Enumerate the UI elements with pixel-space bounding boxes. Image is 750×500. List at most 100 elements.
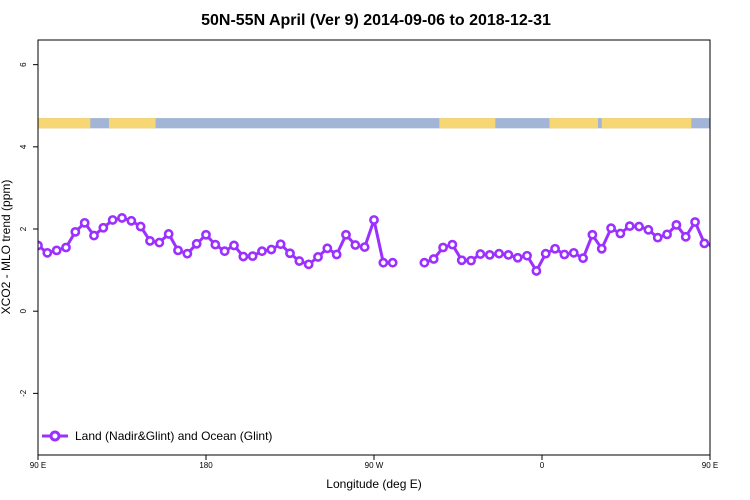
chart-title: 50N-55N April (Ver 9) 2014-09-06 to 2018… [201, 12, 551, 29]
data-point [540, 248, 551, 259]
data-point [238, 251, 249, 262]
data-point [135, 221, 146, 232]
x-tick-label: 0 [540, 461, 545, 470]
data-point [606, 223, 616, 234]
data-point [568, 247, 579, 258]
data-point [387, 257, 398, 268]
data-point [662, 229, 672, 240]
data-point [61, 242, 71, 253]
data-point [428, 254, 439, 264]
data-point [456, 255, 467, 266]
y-tick-label: 2 [19, 226, 28, 231]
data-point [303, 259, 314, 270]
legend-label: Land (Nadir&Glint) and Ocean (Glint) [75, 429, 272, 443]
data-point [89, 230, 99, 241]
data-point [98, 222, 109, 233]
data-point [42, 247, 53, 258]
data-point [275, 239, 286, 250]
data-point [117, 213, 127, 223]
data-point [680, 231, 691, 242]
data-point [173, 245, 183, 256]
data-point [419, 257, 430, 268]
data-point [578, 253, 588, 264]
data-point [107, 215, 118, 225]
data-point [378, 257, 389, 268]
data-point [331, 249, 342, 260]
data-point [210, 239, 221, 250]
data-point [550, 243, 560, 254]
data-point [729, 246, 736, 253]
data-point [219, 246, 230, 257]
x-tick-label: 90 E [702, 461, 718, 470]
y-tick-label: -2 [19, 389, 28, 397]
data-point [643, 224, 654, 235]
data-point [587, 229, 598, 240]
data-point [699, 238, 710, 249]
data-point [503, 249, 514, 260]
y-tick-label: 4 [19, 144, 28, 149]
x-tick-label: 180 [199, 461, 213, 470]
data-point [738, 243, 745, 250]
data-point [596, 243, 607, 254]
data-point [201, 229, 211, 240]
data-point [447, 239, 458, 250]
data-point [51, 245, 62, 256]
y-tick-label: 6 [19, 62, 28, 67]
land-band [601, 118, 692, 129]
data-point [484, 249, 495, 260]
data-point [671, 220, 682, 230]
data-point [494, 248, 504, 259]
data-point [522, 250, 532, 261]
data-point [719, 249, 726, 256]
data-point [154, 237, 165, 248]
data-point [369, 215, 379, 225]
data-point [70, 226, 81, 237]
ocean-band [38, 118, 710, 129]
land-band [439, 118, 496, 129]
land-band [549, 118, 598, 129]
data-point [652, 232, 663, 243]
data-point [559, 249, 570, 260]
data-point [350, 240, 361, 250]
plot-frame [37, 39, 711, 456]
data-point [266, 244, 277, 255]
data-point [313, 252, 323, 262]
land-band [108, 118, 156, 129]
data-point [257, 246, 267, 257]
x-tick-label: 90 E [30, 461, 46, 470]
data-point [438, 242, 448, 253]
land-band [38, 118, 91, 129]
data-point [531, 266, 542, 276]
land-ocean-strip [38, 118, 710, 129]
data-point [341, 229, 351, 240]
data-point [466, 255, 476, 266]
data-point [145, 236, 155, 246]
data-point [634, 221, 644, 232]
data-point [475, 249, 486, 259]
series-points [38, 213, 745, 276]
data-point [126, 215, 137, 226]
data-point [708, 241, 710, 249]
data-point [690, 217, 700, 227]
y-tick-label: 0 [19, 308, 28, 313]
data-point [294, 256, 305, 266]
data-point [359, 242, 370, 252]
data-point [322, 243, 333, 254]
legend-marker [49, 430, 61, 442]
data-point [229, 240, 239, 251]
data-point [512, 252, 523, 263]
data-point [182, 248, 193, 259]
data-point [247, 251, 258, 262]
data-point [191, 238, 202, 249]
x-axis: 90 E 180 90 W 0 90 E [30, 455, 718, 470]
data-point [624, 221, 635, 232]
data-point [79, 217, 90, 228]
x-axis-label: Longitude (deg E) [326, 477, 421, 491]
data-point [163, 229, 174, 239]
x-tick-label: 90 W [365, 461, 384, 470]
y-axis-label: XCO2 - MLO trend (ppm) [0, 180, 13, 315]
y-axis: 6 4 2 0 -2 [19, 62, 38, 397]
data-point [285, 248, 295, 259]
legend: Land (Nadir&Glint) and Ocean (Glint) [42, 429, 272, 443]
